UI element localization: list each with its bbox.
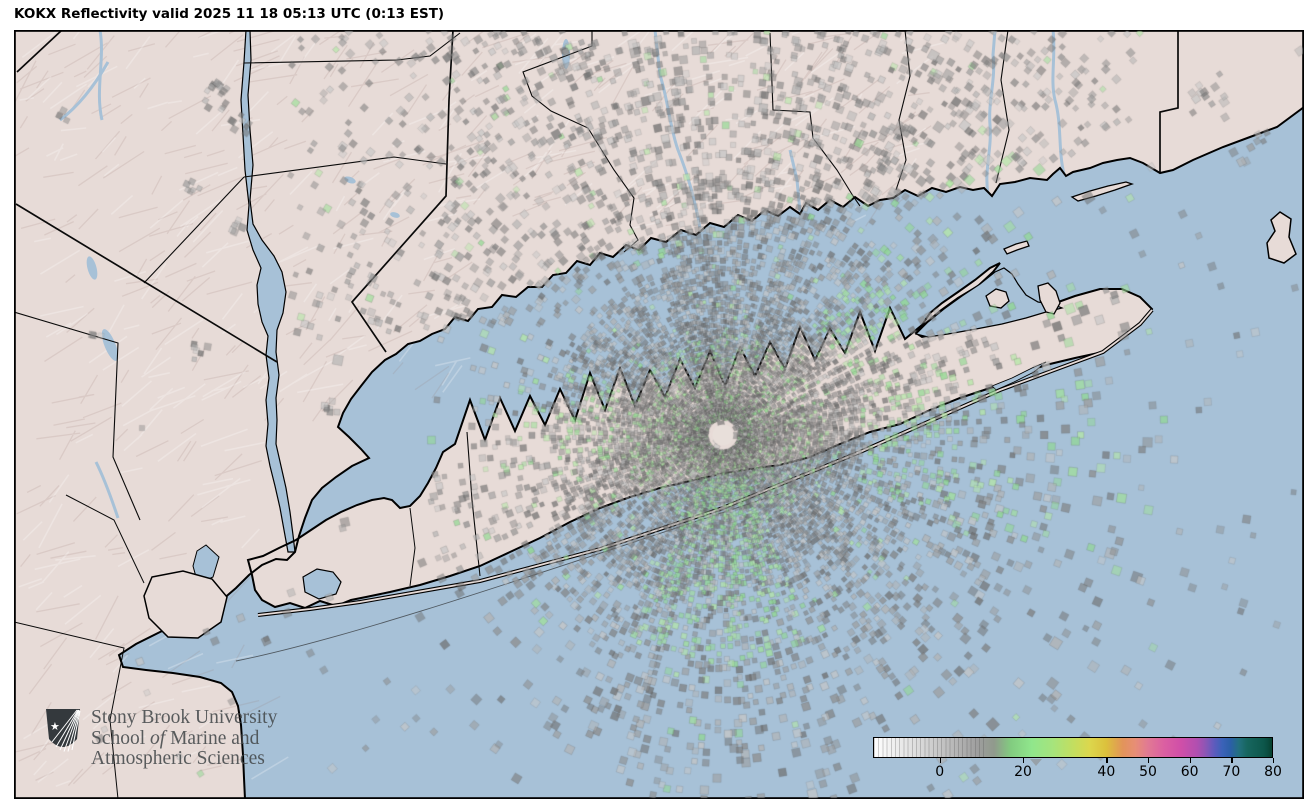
- colorbar-tick-label: 0: [935, 764, 945, 780]
- colorbar-tick: [1023, 758, 1025, 763]
- reflectivity-colorbar: 0 20 40 50 60 70 80: [873, 737, 1282, 780]
- colorbar-tick-label: 40: [1097, 764, 1116, 780]
- colorbar-step-lines: [874, 738, 986, 757]
- colorbar-tick: [1231, 758, 1233, 763]
- sbu-logo: ★ Stony Brook University School of Marin…: [44, 707, 278, 770]
- colorbar-tick-label: 50: [1139, 764, 1157, 780]
- colorbar-tick-label: 60: [1180, 764, 1199, 780]
- colorbar-tick: [1148, 758, 1150, 763]
- colorbar-tick: [939, 758, 941, 763]
- colorbar-tick-label: 80: [1264, 764, 1282, 780]
- colorbar-tick: [1189, 758, 1191, 763]
- logo-line-3: Atmospheric Sciences: [91, 748, 265, 769]
- colorbar-value-marker: [1029, 759, 1042, 766]
- sbu-shield-icon: ★: [46, 709, 81, 752]
- colorbar-gradient: [873, 737, 1273, 758]
- shield-star-icon: ★: [50, 720, 60, 733]
- colorbar-tick-label: 70: [1222, 764, 1241, 780]
- colorbar-tick-label: 20: [1014, 764, 1032, 780]
- colorbar-tick: [1106, 758, 1108, 763]
- logo-line-2: School of Marine and: [91, 727, 260, 749]
- colorbar-tick: [1273, 758, 1275, 763]
- logo-line-1: Stony Brook University: [91, 707, 278, 728]
